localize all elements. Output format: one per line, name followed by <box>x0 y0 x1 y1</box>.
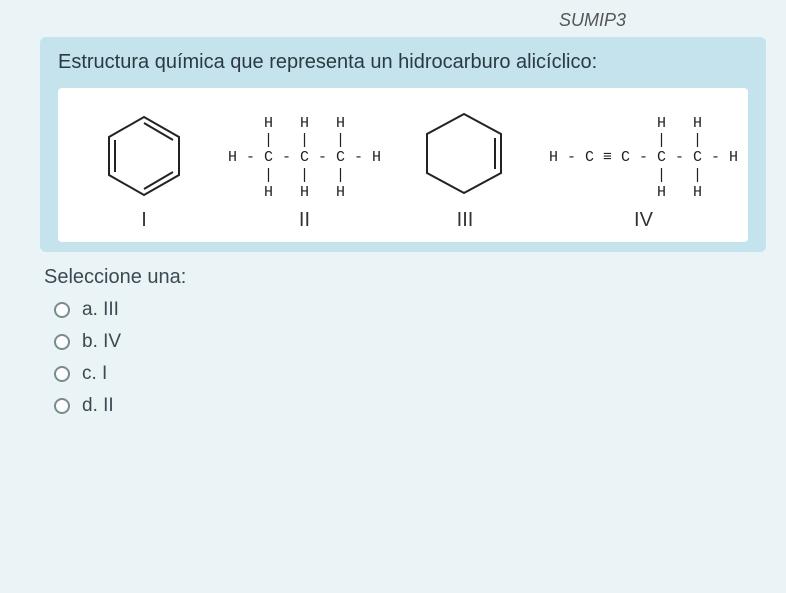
question-block: Estructura química que representa un hid… <box>40 37 766 252</box>
radio-icon[interactable] <box>54 302 70 318</box>
option-a[interactable]: a. III <box>54 299 766 321</box>
option-d[interactable]: d. II <box>54 395 766 417</box>
butyne-ascii: H H | | H - C ≡ C - C - C - H | | H H <box>549 115 738 201</box>
structure-III-label: III <box>457 209 474 232</box>
option-c[interactable]: c. I <box>54 363 766 385</box>
structures-panel: I H H H | | | H - C - C - C - H | | | H … <box>58 88 748 242</box>
option-b-label: b. IV <box>82 331 121 353</box>
structure-I: I <box>68 111 220 232</box>
propane-ascii: H H H | | | H - C - C - C - H | | | H H … <box>228 115 381 201</box>
page-root: SUMIP3 Estructura química que representa… <box>0 0 786 593</box>
options-list: a. III b. IV c. I d. II <box>40 299 766 417</box>
cyclohexene-icon <box>417 106 512 201</box>
radio-icon[interactable] <box>54 398 70 414</box>
option-c-label: c. I <box>82 363 107 385</box>
option-a-label: a. III <box>82 299 119 321</box>
structure-I-label: I <box>141 209 147 232</box>
header-fragment: SUMIP3 <box>40 10 766 31</box>
select-prompt: Seleccione una: <box>44 266 766 289</box>
option-b[interactable]: b. IV <box>54 331 766 353</box>
radio-icon[interactable] <box>54 366 70 382</box>
structure-II: H H H | | | H - C - C - C - H | | | H H … <box>228 115 381 232</box>
structure-III: III <box>389 106 541 232</box>
benzene-icon <box>99 111 189 201</box>
structure-II-label: II <box>299 209 310 232</box>
structure-IV-label: IV <box>634 209 653 232</box>
radio-icon[interactable] <box>54 334 70 350</box>
option-d-label: d. II <box>82 395 114 417</box>
structure-IV: H H | | H - C ≡ C - C - C - H | | H H IV <box>549 115 738 232</box>
question-text: Estructura química que representa un hid… <box>58 51 748 74</box>
